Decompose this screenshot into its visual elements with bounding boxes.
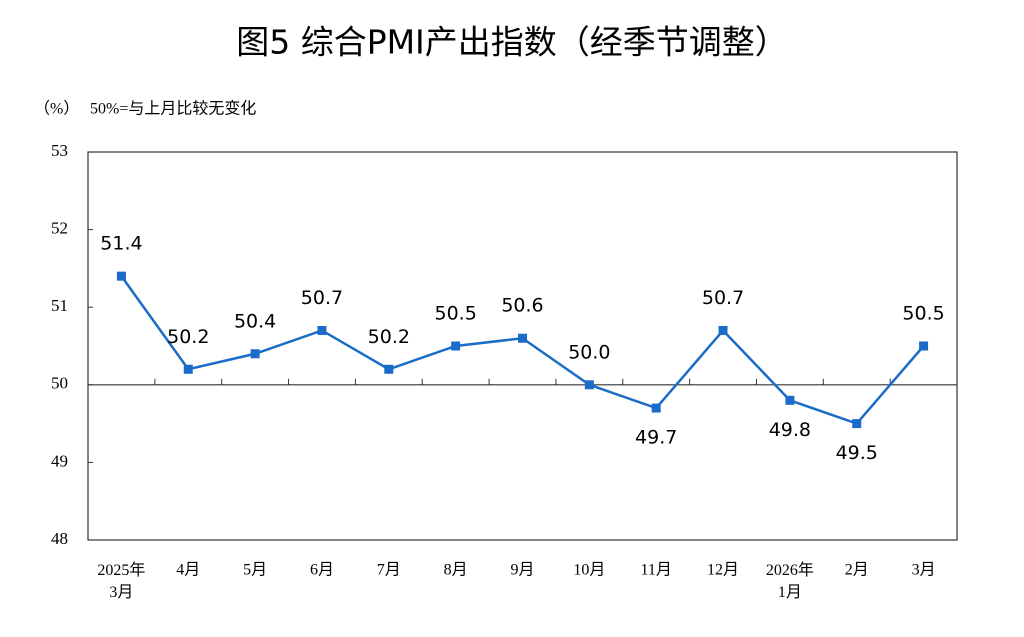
data-label: 50.7 xyxy=(301,287,343,309)
y-tick-label: 48 xyxy=(51,529,68,548)
marker xyxy=(451,341,461,351)
data-label: 49.7 xyxy=(635,427,677,449)
y-axis-label: （%） xyxy=(34,100,79,118)
marker xyxy=(250,349,260,359)
marker xyxy=(852,419,862,429)
data-label: 50.7 xyxy=(702,287,744,309)
data-label: 50.6 xyxy=(501,295,543,317)
x-tick-label: 2月 xyxy=(845,562,869,579)
data-label: 49.5 xyxy=(836,442,878,464)
y-tick-label: 49 xyxy=(51,451,68,470)
data-label: 50.2 xyxy=(167,326,209,348)
marker xyxy=(785,395,795,405)
data-label: 49.8 xyxy=(769,419,811,441)
plot-frame xyxy=(87,151,958,541)
y-tick-label: 51 xyxy=(51,296,68,315)
marker xyxy=(718,325,728,335)
x-tick-label: 3月 xyxy=(912,562,936,579)
marker xyxy=(183,364,193,374)
x-tick-label: 9月 xyxy=(510,562,534,579)
data-label: 50.4 xyxy=(234,310,276,332)
data-label: 50.2 xyxy=(368,326,410,348)
x-tick-label: 7月 xyxy=(377,562,401,579)
chart-title: 图5 综合PMI产出指数（经季节调整） xyxy=(236,23,788,62)
x-tick-label: 2026年 1月 xyxy=(766,561,814,601)
x-tick-label: 4月 xyxy=(176,562,200,579)
data-label: 50.5 xyxy=(902,303,944,325)
marker xyxy=(919,341,929,351)
x-tick-label: 5月 xyxy=(243,562,267,579)
data-label: 51.4 xyxy=(100,233,142,255)
data-label: 50.5 xyxy=(434,303,476,325)
marker xyxy=(518,333,527,343)
y-tick-label: 50 xyxy=(51,374,68,393)
x-tick-label: 12月 xyxy=(707,562,739,579)
y-tick-label: 52 xyxy=(51,219,68,238)
marker xyxy=(584,380,594,390)
x-tick-label: 8月 xyxy=(444,562,468,579)
marker xyxy=(384,364,394,374)
marker xyxy=(116,271,126,281)
x-tick-label: 11月 xyxy=(640,562,671,579)
annotation: 50%=与上月比较无变化 xyxy=(90,100,256,118)
x-tick-label: 6月 xyxy=(310,562,334,579)
data-label: 50.0 xyxy=(568,341,610,363)
x-tick-label: 10月 xyxy=(573,562,605,579)
y-tick-label: 53 xyxy=(51,141,68,160)
x-tick-label: 2025年 3月 xyxy=(97,561,145,601)
marker xyxy=(317,325,327,335)
marker xyxy=(651,403,661,413)
